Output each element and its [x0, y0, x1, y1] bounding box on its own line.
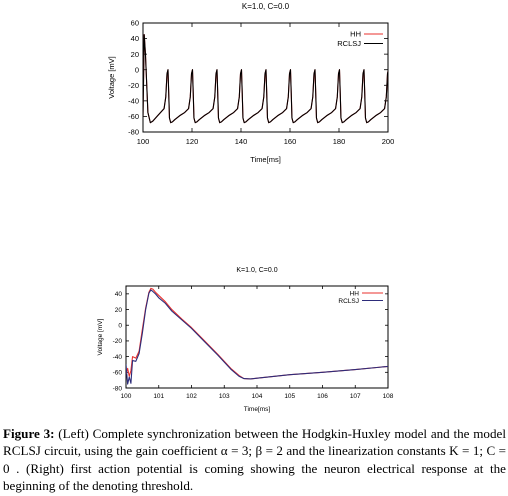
y-tick-label: 60	[131, 19, 139, 28]
x-axis-label: Time[ms]	[244, 406, 271, 413]
legend-label: HH	[350, 30, 361, 39]
y-tick-label: -40	[113, 354, 123, 361]
x-tick-label: 100	[121, 393, 132, 400]
y-tick-label: 20	[131, 50, 139, 59]
figure-caption: Figure 3: (Left) Complete synchronizatio…	[3, 425, 506, 495]
y-tick-label: -60	[113, 370, 123, 377]
x-axis-label: Time[ms]	[250, 155, 281, 164]
x-tick-label: 105	[284, 393, 295, 400]
x-tick-label: 103	[219, 393, 230, 400]
y-tick-label: 0	[118, 323, 122, 330]
x-tick-label: 120	[186, 137, 199, 146]
x-tick-label: 160	[284, 137, 297, 146]
y-tick-label: 40	[115, 291, 123, 298]
legend-label: RCLSJ	[338, 298, 359, 305]
y-tick-label: 0	[135, 65, 139, 74]
y-tick-label: -80	[113, 385, 123, 392]
y-axis-label: Voltage [mV]	[97, 318, 104, 355]
bottom-chart: K=1.0, C=0.0 100 101 102 103 104 105 106 107 108 4…	[97, 267, 394, 413]
series-line-rclsj	[143, 34, 388, 124]
legend-label: HH	[350, 290, 360, 297]
x-tick-label: 140	[235, 137, 248, 146]
chart-title: K=1.0, C=0.0	[242, 2, 290, 11]
plot-frame	[142, 22, 389, 133]
x-tick-label: 108	[383, 393, 394, 400]
chart-title: K=1.0, C=0.0	[236, 267, 277, 274]
x-tick-label: 180	[333, 137, 346, 146]
y-tick-label: 40	[131, 34, 139, 43]
x-tick-label: 102	[186, 393, 197, 400]
y-axis-label: Voltage [mV]	[107, 56, 116, 99]
x-tick-label: 101	[153, 393, 164, 400]
caption-text: (Left) Complete synchronization between …	[3, 426, 506, 494]
x-tick-label: 107	[350, 393, 361, 400]
caption-label: Figure 3:	[3, 426, 55, 441]
y-tick-label: 20	[115, 307, 123, 314]
x-tick-label: 100	[137, 137, 150, 146]
y-tick-label: -40	[128, 96, 139, 105]
y-tick-label: -20	[113, 338, 123, 345]
y-tick-label: -80	[128, 128, 139, 137]
y-tick-label: -60	[128, 112, 139, 121]
y-tick-label: -20	[128, 81, 139, 90]
x-tick-label: 106	[317, 393, 328, 400]
x-tick-label: 200	[382, 137, 395, 146]
legend-label: RCLSJ	[337, 39, 361, 48]
x-tick-label: 104	[252, 393, 263, 400]
series-line-rclsj	[126, 289, 388, 385]
